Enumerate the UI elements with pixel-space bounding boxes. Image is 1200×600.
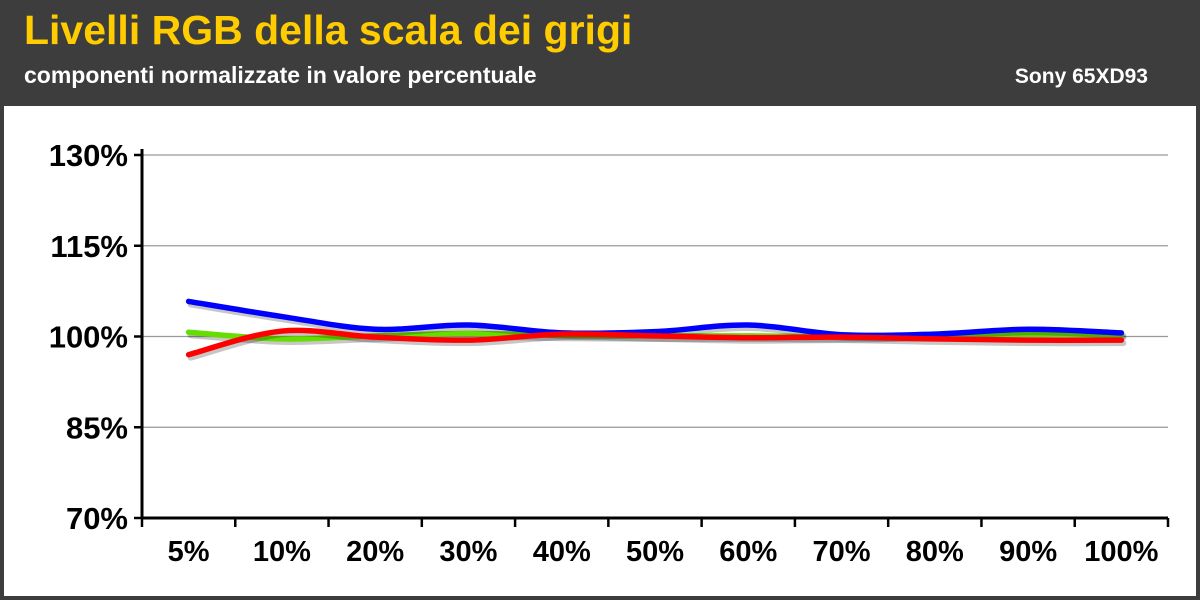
chart-title: Livelli RGB della scala dei grigi	[24, 7, 633, 53]
x-tick-label: 5%	[168, 536, 210, 568]
chart-panel: 130% 115% 100% 85% 70% 5% 10% 20% 30% 40% 50% 60% 70…	[4, 106, 1196, 596]
rgb-levels-chart: 130% 115% 100% 85% 70% 5% 10% 20% 30% 40% 50% 60% 70…	[49, 138, 1170, 568]
series-line-red-shadow	[187, 330, 1127, 361]
x-tick-label: 30%	[439, 536, 497, 568]
x-tick-label: 60%	[719, 536, 777, 568]
x-tick-label: 90%	[999, 536, 1057, 568]
series-line-red	[185, 327, 1125, 358]
x-tick-label: 50%	[626, 536, 684, 568]
y-tick-label: 115%	[50, 229, 128, 264]
x-tick-label: 80%	[906, 536, 964, 568]
x-tick-label: 100%	[1084, 536, 1158, 568]
y-tick-label: 70%	[66, 501, 128, 536]
chart-subtitle: componenti normalizzate in valore percen…	[24, 62, 537, 88]
x-tick-label: 40%	[533, 536, 591, 568]
y-tick-label: 100%	[49, 320, 128, 355]
y-tick-label: 130%	[49, 138, 128, 173]
series-line-blue	[185, 298, 1125, 339]
x-tick-label: 10%	[253, 536, 311, 568]
tv-model-label: Sony 65XD93	[1014, 65, 1148, 88]
x-tick-label: 70%	[813, 536, 871, 568]
chart-header: Livelli RGB della scala dei grigi compon…	[0, 0, 1200, 104]
x-tick-label: 20%	[346, 536, 404, 568]
y-tick-label: 85%	[66, 410, 128, 445]
